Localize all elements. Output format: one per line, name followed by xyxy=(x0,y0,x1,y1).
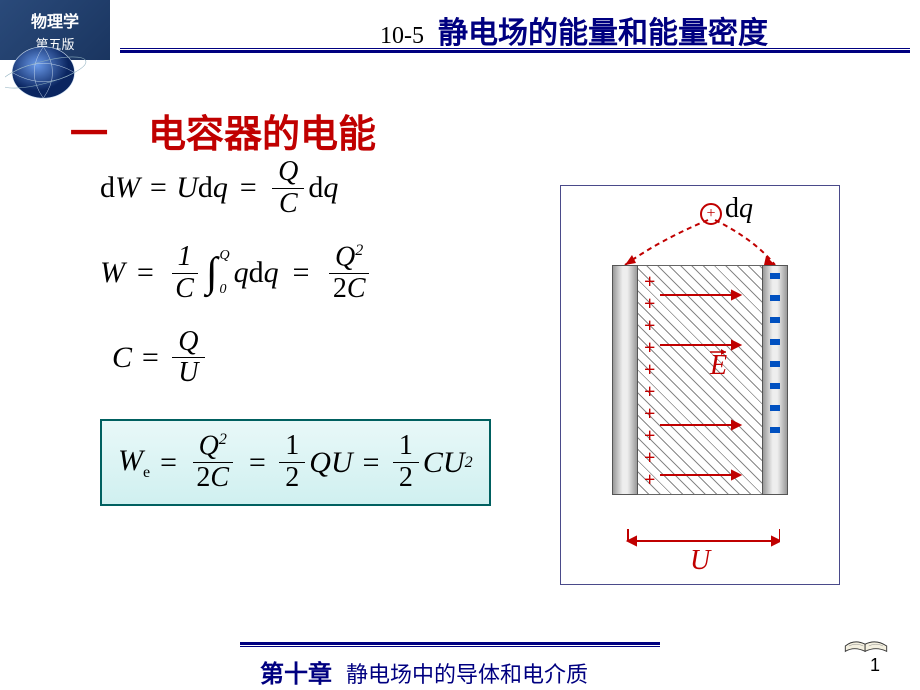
footer-rule xyxy=(240,642,660,647)
field-arrows xyxy=(660,285,760,495)
slide-header: 物理学 第五版 10-5 静电场的能量和能量密度 xyxy=(0,0,920,60)
slide-footer: 第十章 静电场中的导体和电介质 1 xyxy=(0,640,920,690)
equation-1: dW = Udq = Q C dq xyxy=(100,157,491,220)
eq3-num: Q xyxy=(172,327,204,359)
slide-content: 一电容器的电能 dW = Udq = Q C dq W = 1 C ∫ Q xyxy=(0,85,920,630)
box-t3s: 2 xyxy=(465,454,473,472)
eq2-rs: 2 xyxy=(355,242,363,259)
equation-2: W = 1 C ∫ Q 0 qdq = Q2 2C xyxy=(100,242,491,305)
chapter-label: 第十章 xyxy=(260,654,332,689)
section-heading-number: 一 xyxy=(70,114,108,156)
eq2-rn: Q xyxy=(335,241,355,272)
book-icon xyxy=(842,619,890,655)
positive-charges: ++++++++++ xyxy=(644,271,655,491)
chapter-title: 静电场中的导体和电介质 xyxy=(346,657,588,689)
negative-charges xyxy=(770,273,780,433)
header-rule xyxy=(120,48,910,52)
box-t2d: 2 xyxy=(279,463,305,494)
subject-label: 物理学 xyxy=(0,8,110,32)
box-t3d: 2 xyxy=(393,463,419,494)
e-vector-arrow-icon xyxy=(706,344,736,380)
section-heading: 一电容器的电能 xyxy=(70,103,376,158)
eq1-den: C xyxy=(273,189,304,220)
equation-3: C = Q U xyxy=(112,327,491,390)
eq2-f1d: C xyxy=(169,274,200,305)
page-number: 1 xyxy=(870,655,880,676)
header-title-area: 10-5 静电场的能量和能量密度 xyxy=(380,8,768,52)
box-sub: e xyxy=(143,464,150,481)
box-t1s: 2 xyxy=(219,431,227,448)
section-heading-title: 电容器的电能 xyxy=(148,114,376,156)
eq3-den: U xyxy=(172,358,204,389)
e-field-label: E xyxy=(710,350,727,382)
box-t1n: Q xyxy=(199,430,219,461)
header-title: 静电场的能量和能量密度 xyxy=(438,8,768,52)
u-label: U xyxy=(690,545,710,577)
boxed-equation: We = Q2 2C = 1 2 QU = 1 2 CU2 xyxy=(100,419,491,506)
equations-block: dW = Udq = Q C dq W = 1 C ∫ Q 0 qdq = xyxy=(100,157,491,506)
capacitor-diagram: + dq ++++++++++ xyxy=(560,185,840,585)
box-t2n: 1 xyxy=(279,431,305,463)
section-number: 10-5 xyxy=(380,23,424,50)
eq1-num: Q xyxy=(272,157,304,189)
footer-text: 第十章 静电场中的导体和电介质 xyxy=(260,654,588,689)
eq2-lb: 0 xyxy=(219,283,229,297)
left-plate xyxy=(612,265,638,495)
box-t3n: 1 xyxy=(393,431,419,463)
eq2-ub: Q xyxy=(219,249,229,263)
box-t2t: QU xyxy=(309,446,352,480)
eq2-f1n: 1 xyxy=(172,242,198,274)
